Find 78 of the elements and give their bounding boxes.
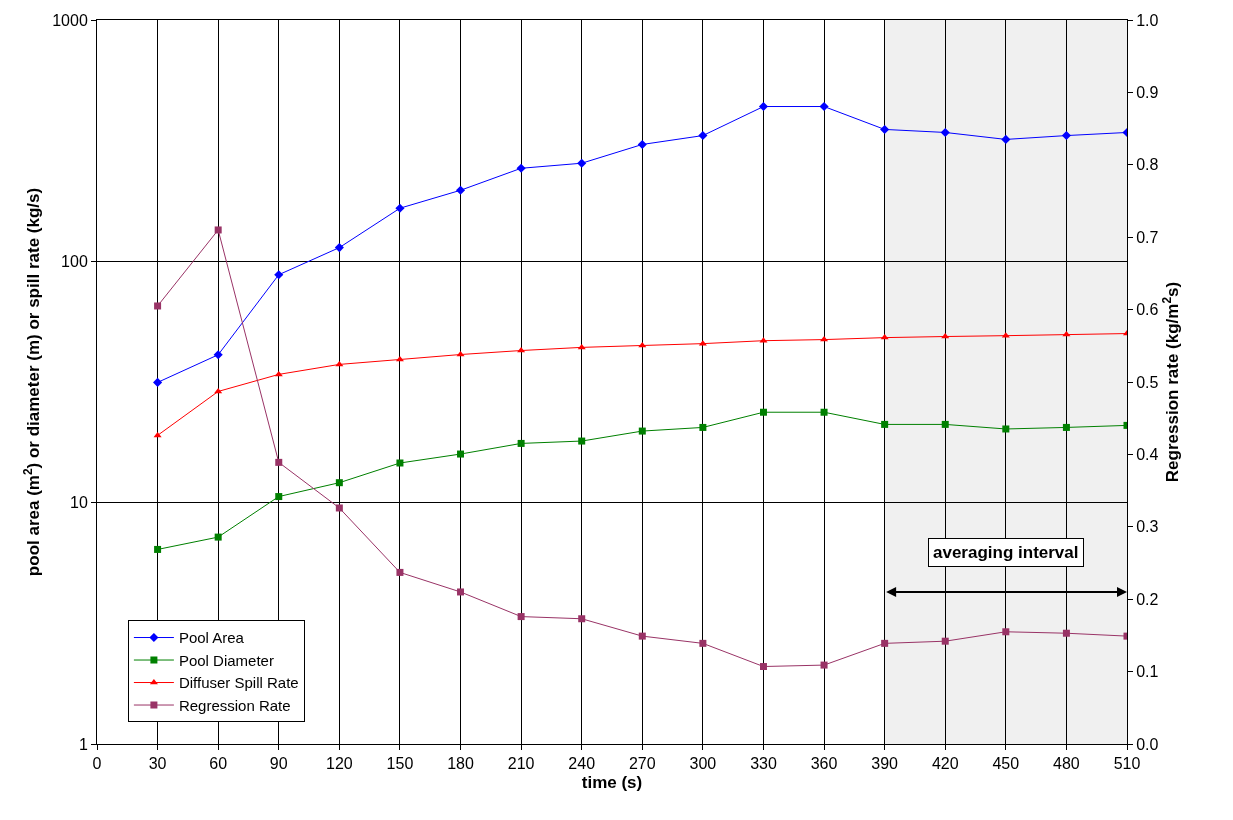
y-tick-label: 10	[70, 494, 88, 512]
y2-tick-label: 0.0	[1136, 735, 1159, 753]
point	[940, 127, 950, 138]
point	[819, 101, 829, 112]
legend-label: Diffuser Spill Rate	[178, 674, 299, 692]
point	[457, 450, 465, 458]
y2-tick-label: 0.9	[1136, 84, 1159, 101]
point	[274, 270, 284, 280]
x-tick-label: 330	[750, 755, 777, 773]
x-tick-label: 0	[92, 755, 102, 773]
point	[578, 437, 586, 445]
y2-tick-label: 0.2	[1136, 590, 1159, 608]
x-tick-label: 90	[269, 755, 288, 773]
x-tick-label: 60	[209, 755, 228, 773]
point	[637, 139, 647, 150]
x-tick-label: 270	[628, 755, 656, 773]
x-tick-label: 390	[871, 755, 899, 773]
point	[335, 360, 344, 367]
point	[153, 431, 162, 438]
x-tick-label: 210	[507, 755, 535, 773]
point	[638, 341, 647, 348]
point	[577, 158, 587, 168]
x-tick-label: 480	[1053, 755, 1080, 773]
point	[517, 439, 525, 447]
point	[941, 420, 949, 428]
point	[1061, 131, 1071, 141]
point	[214, 387, 223, 394]
y2-tick-label: 0.1	[1136, 663, 1159, 681]
point	[455, 185, 466, 195]
y-tick-label: 100	[61, 252, 88, 270]
y2-tick-label: 0.7	[1136, 228, 1159, 246]
point	[395, 355, 404, 362]
x-tick-label: 360	[810, 755, 838, 773]
y-tick-label: 1	[78, 735, 88, 753]
x-tick-label: 120	[326, 755, 353, 773]
point	[1001, 134, 1011, 144]
x-tick-label: 150	[386, 755, 414, 773]
y2-tick-label: 0.8	[1136, 156, 1159, 174]
y2-tick-label: 0.3	[1136, 518, 1159, 536]
point	[699, 423, 707, 431]
x-tick-label: 420	[931, 755, 959, 773]
point	[577, 343, 586, 350]
point	[880, 124, 890, 134]
y2-tick-label: 0.4	[1136, 446, 1159, 463]
point	[758, 101, 769, 112]
x-tick-label: 30	[148, 755, 167, 773]
point	[335, 479, 343, 487]
point	[214, 533, 222, 541]
x-tick-label: 450	[992, 755, 1020, 773]
point	[334, 243, 344, 253]
legend-label: Pool Area	[178, 629, 245, 647]
x-tick-label: 300	[689, 755, 717, 773]
legend-label: Pool Diameter	[178, 651, 274, 669]
y2-tick-label: 0.5	[1136, 373, 1159, 391]
point	[275, 493, 283, 501]
x-tick-label: 180	[447, 755, 474, 773]
point	[638, 427, 646, 435]
point	[213, 350, 223, 360]
y2-tick-label: 0.6	[1136, 301, 1159, 319]
point	[396, 459, 404, 467]
point	[153, 377, 163, 387]
legend-label: Regression Rate	[178, 696, 291, 714]
point	[698, 131, 708, 141]
point	[820, 408, 828, 416]
band-label: averaging interval	[933, 543, 1079, 562]
x-axis-title: time (s)	[581, 772, 643, 792]
point	[395, 203, 405, 213]
x-tick-label: 510	[1113, 755, 1141, 773]
y2-tick-label: 1.0	[1136, 11, 1159, 29]
point	[274, 370, 283, 377]
point	[1062, 423, 1070, 431]
x-tick-label: 240	[568, 755, 596, 773]
point	[759, 408, 767, 416]
point	[154, 545, 162, 553]
point	[516, 163, 526, 173]
point	[1002, 425, 1010, 433]
y-tick-label: 1000	[52, 11, 88, 29]
point	[881, 420, 889, 428]
